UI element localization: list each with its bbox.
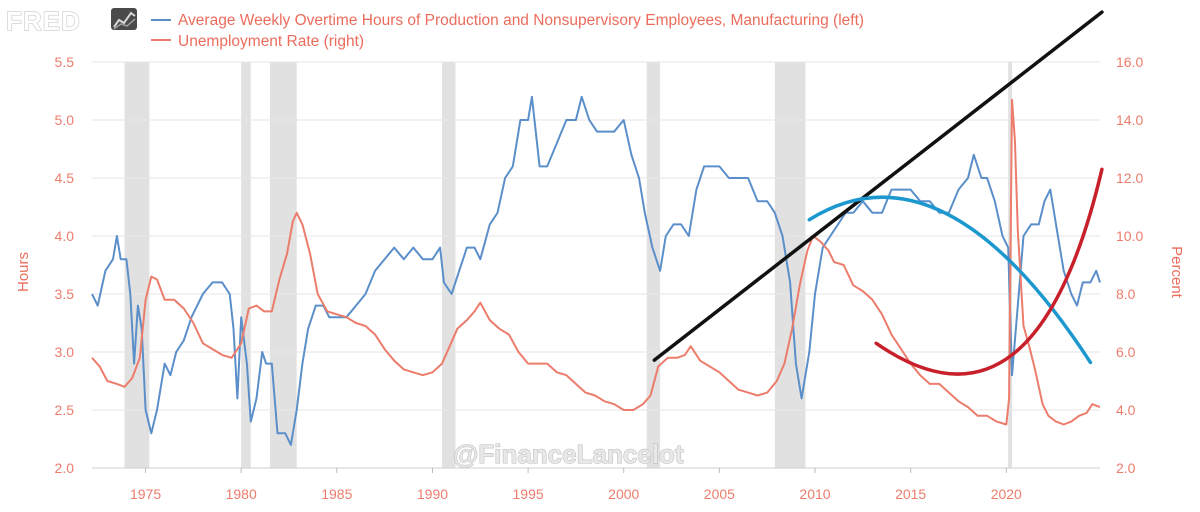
right-axis-ticks: 2.0 4.0 6.0 8.0 10.0 12.0 14.0 16.0 xyxy=(1116,54,1143,476)
right-tick-label: 16.0 xyxy=(1116,54,1143,70)
right-tick-label: 10.0 xyxy=(1116,228,1143,244)
left-tick-label: 5.0 xyxy=(55,112,75,128)
left-axis-title: Hours xyxy=(15,252,32,292)
legend: Average Weekly Overtime Hours of Product… xyxy=(151,12,864,50)
left-tick-label: 5.5 xyxy=(55,54,75,70)
x-tick-label: 2020 xyxy=(991,486,1022,502)
right-tick-label: 14.0 xyxy=(1116,112,1143,128)
recession-band-3 xyxy=(442,62,456,468)
recession-band-4 xyxy=(646,62,661,468)
right-tick-label: 12.0 xyxy=(1116,170,1143,186)
left-axis-ticks: 2.0 2.5 3.0 3.5 4.0 4.5 5.0 5.5 xyxy=(55,54,75,476)
left-tick-label: 2.0 xyxy=(55,460,75,476)
right-axis-title: Percent xyxy=(1168,246,1185,299)
x-tick-label: 1975 xyxy=(130,486,161,502)
x-tick-label: 2005 xyxy=(704,486,735,502)
fred-logo: FRED xyxy=(5,5,137,37)
x-tick-label: 2015 xyxy=(895,486,926,502)
left-tick-label: 3.5 xyxy=(55,286,75,302)
right-tick-label: 8.0 xyxy=(1116,286,1136,302)
annotation-trend-line xyxy=(652,10,1104,362)
recession-band-1 xyxy=(241,62,251,468)
left-tick-label: 4.0 xyxy=(55,228,75,244)
x-tick-label: 1990 xyxy=(417,486,448,502)
left-tick-label: 4.5 xyxy=(55,170,75,186)
recession-band-5 xyxy=(774,62,806,468)
x-tick-label: 2000 xyxy=(608,486,639,502)
legend-label-overtime: Average Weekly Overtime Hours of Product… xyxy=(178,12,864,29)
right-tick-label: 4.0 xyxy=(1116,402,1136,418)
series-unemployment-rate-line xyxy=(91,98,1101,426)
annotation-red-arc xyxy=(874,167,1104,376)
fred-logo-chart-icon xyxy=(111,8,137,30)
x-axis-ticks: 1975 1980 1985 1990 1995 2000 2005 2010 2015 2020 xyxy=(92,467,1100,502)
watermark: @FinanceLancelot xyxy=(453,439,684,469)
left-tick-label: 2.5 xyxy=(55,402,75,418)
x-tick-label: 2010 xyxy=(799,486,830,502)
left-tick-label: 3.0 xyxy=(55,344,75,360)
x-tick-label: 1995 xyxy=(513,486,544,502)
x-tick-label: 1980 xyxy=(226,486,257,502)
legend-label-unemployment: Unemployment Rate (right) xyxy=(178,33,364,50)
recession-bands xyxy=(124,62,1013,468)
right-tick-label: 2.0 xyxy=(1116,460,1136,476)
right-tick-label: 6.0 xyxy=(1116,344,1136,360)
fred-logo-text: FRED xyxy=(6,6,81,36)
x-tick-label: 1985 xyxy=(321,486,352,502)
drawn-annotations xyxy=(652,10,1104,376)
